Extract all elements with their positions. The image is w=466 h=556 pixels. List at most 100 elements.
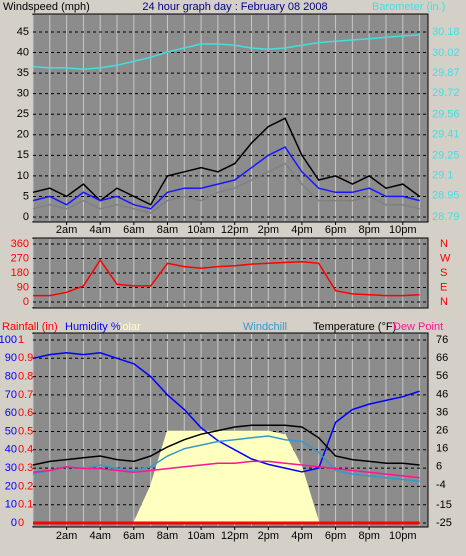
y3-tick-label: 0.1 <box>18 499 33 511</box>
y3-tick-label: 0.6 <box>18 407 33 419</box>
y-tick-label: 50 <box>5 425 17 437</box>
x-tick-label: 6am <box>123 530 144 542</box>
y-tick-label: 100 <box>0 334 17 346</box>
y2-tick-label: 26 <box>436 425 448 437</box>
series-line <box>32 117 421 206</box>
legend-entry: Rainfall (in) <box>2 321 58 333</box>
y-tick-label: 80 <box>5 371 17 383</box>
y3-tick-label: 0.2 <box>18 480 33 492</box>
legend-entry: Solar <box>115 321 141 333</box>
y3-tick-label: 0 <box>18 517 24 529</box>
y2-tick-label: -15 <box>436 499 452 511</box>
x-tick-label: 8pm <box>358 224 379 236</box>
x-tick-label: 4pm <box>291 224 312 236</box>
series-line <box>32 460 420 479</box>
y-tick-label: 15 <box>17 149 29 161</box>
y2-tick-label: 30.02 <box>432 47 460 59</box>
y-tick-label: 45 <box>17 26 29 38</box>
y-axis-label: Windspeed (mph) <box>3 1 90 13</box>
legend-entry: Windchill <box>243 321 287 333</box>
y-tick-label: 70 <box>5 389 17 401</box>
x-tick-label: 8pm <box>358 530 379 542</box>
y3-tick-label: 0.5 <box>18 425 33 437</box>
y2-tick-label: 56 <box>436 370 448 382</box>
series-line <box>33 258 420 297</box>
y2-tick-label: 36 <box>436 406 448 418</box>
plot-area <box>32 237 429 309</box>
x-tick-label: 8am <box>157 224 178 236</box>
y2-tick-label: 29.72 <box>432 87 460 99</box>
x-tick-label: 2am <box>56 530 77 542</box>
y-tick-label: 0 <box>23 211 29 223</box>
y2-tick-label: 29.56 <box>432 108 460 120</box>
y2-tick-label: 16 <box>436 443 448 455</box>
series-line <box>32 162 420 214</box>
y2-tick-label: 30.18 <box>432 26 460 38</box>
x-tick-label: 6pm <box>325 530 346 542</box>
y-tick-label: 270 <box>11 252 29 264</box>
y-tick-label: 10 <box>17 170 29 182</box>
x-tick-label: 6am <box>123 224 144 236</box>
y3-tick-label: 0.9 <box>18 352 33 364</box>
series-line <box>32 424 420 466</box>
y-tick-label: 60 <box>5 407 17 419</box>
legend-entry: Dew Point <box>393 321 443 333</box>
y3-tick-label: 0.3 <box>18 462 33 474</box>
x-tick-label: 2pm <box>258 530 279 542</box>
y2-tick-label: 29.41 <box>432 128 460 140</box>
y-tick-label: 20 <box>5 480 17 492</box>
plot-area <box>32 13 429 223</box>
y2-tick-label: N <box>440 296 448 308</box>
series-line <box>32 33 420 71</box>
x-tick-label: 8am <box>157 530 178 542</box>
y-tick-label: 35 <box>17 67 29 79</box>
y2-tick-label: 66 <box>436 352 448 364</box>
x-tick-label: 4am <box>90 530 111 542</box>
y-tick-label: 40 <box>17 46 29 58</box>
y-tick-label: 0 <box>11 517 17 529</box>
x-tick-label: 4pm <box>291 530 312 542</box>
y3-tick-label: 1 <box>18 334 24 346</box>
y-tick-label: 90 <box>5 352 17 364</box>
y-tick-label: 180 <box>11 267 29 279</box>
y2-tick-label: 28.79 <box>432 211 460 223</box>
series-line <box>32 435 420 483</box>
y-tick-label: 20 <box>17 129 29 141</box>
y2-tick-label: 29.25 <box>432 150 460 162</box>
y2-tick-label: 6 <box>436 461 442 473</box>
x-tick-label: 4am <box>90 224 111 236</box>
series-line <box>32 146 420 210</box>
chart-title: 24 hour graph day : February 08 2008 <box>142 1 327 13</box>
y-tick-label: 30 <box>17 88 29 100</box>
y-tick-label: 360 <box>11 238 29 250</box>
x-tick-label: 10am <box>187 224 215 236</box>
y2-tick-label: 28.95 <box>432 190 460 202</box>
y3-tick-label: 0.8 <box>18 371 33 383</box>
x-tick-label: 10pm <box>389 224 417 236</box>
y-tick-label: 0 <box>23 296 29 308</box>
y-tick-label: 90 <box>17 281 29 293</box>
series-line <box>32 352 420 473</box>
y-tick-label: 30 <box>5 462 17 474</box>
x-tick-label: 12pm <box>221 224 249 236</box>
y2-tick-label: S <box>440 267 447 279</box>
y2-tick-label: 46 <box>436 388 448 400</box>
y2-tick-label: N <box>440 238 448 250</box>
x-tick-label: 2am <box>56 224 77 236</box>
x-tick-label: 2pm <box>258 224 279 236</box>
y3-tick-label: 0.7 <box>18 389 33 401</box>
y2-tick-label: 76 <box>436 334 448 346</box>
y2-tick-label: 29.1 <box>432 170 453 182</box>
y2-axis-label: Barometer (in.) <box>372 1 445 13</box>
y3-tick-label: 0.4 <box>18 444 33 456</box>
x-tick-label: 12pm <box>221 530 249 542</box>
y2-tick-label: -25 <box>436 517 452 529</box>
x-tick-label: 10am <box>187 530 215 542</box>
area-fill <box>33 431 420 523</box>
y2-tick-label: 29.87 <box>432 67 460 79</box>
y-tick-label: 40 <box>5 444 17 456</box>
x-tick-label: 6pm <box>325 224 346 236</box>
x-tick-label: 10pm <box>389 530 417 542</box>
legend-entry: Humidity % <box>65 321 121 333</box>
